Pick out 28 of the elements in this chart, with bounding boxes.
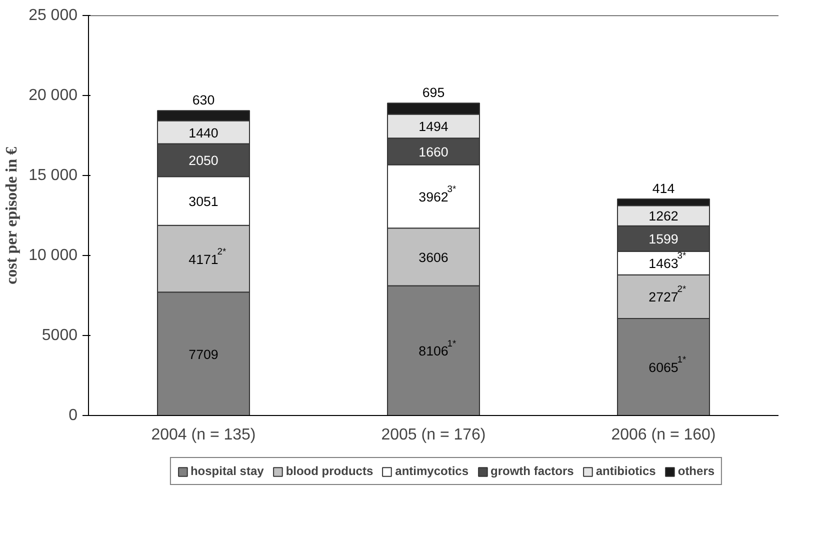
legend-label: antibiotics [596, 464, 656, 478]
data-label: 1494 [418, 119, 449, 134]
data-label: 2050 [188, 153, 218, 168]
data-label: 1440 [188, 125, 218, 140]
y-axis-title: cost per episode in € [4, 146, 21, 284]
legend-label: growth factors [490, 464, 574, 478]
y-tick-label: 0 [68, 407, 78, 424]
y-tick-label: 5000 [42, 327, 78, 344]
x-tick-label: 2006 (n = 160) [611, 426, 716, 444]
x-tick-label: 2004 (n = 135) [151, 426, 256, 444]
data-label: 3606 [418, 250, 448, 265]
legend-label: others [678, 464, 715, 478]
legend-label: antimycotics [395, 464, 468, 478]
data-label: 7709 [188, 346, 218, 362]
y-tick-label: 10 000 [28, 247, 78, 264]
data-label: 695 [422, 84, 445, 100]
data-label: 1262 [648, 208, 678, 224]
legend-label: hospital stay [190, 464, 264, 478]
data-label: 1599 [648, 232, 678, 247]
data-label: 1660 [418, 144, 448, 160]
y-tick-label: 15 000 [28, 167, 78, 184]
data-label: 630 [192, 92, 215, 108]
legend-label: blood products [286, 464, 374, 478]
y-tick-label: 25 000 [28, 7, 78, 24]
x-tick-label: 2005 (n = 176) [381, 426, 486, 444]
data-label: 414 [652, 180, 676, 196]
y-tick-label: 20 000 [28, 87, 78, 104]
data-label: 3051 [188, 194, 218, 210]
